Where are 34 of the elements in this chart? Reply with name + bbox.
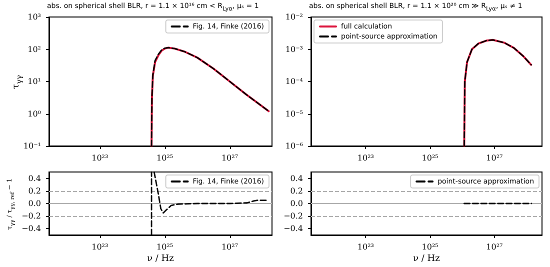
y-tick-label: 10⁰ xyxy=(28,109,41,118)
x-axis-title: ν / Hz xyxy=(146,254,175,265)
y-tick-label: 0.0 xyxy=(28,199,41,208)
y-tick-label: 0.2 xyxy=(290,186,303,196)
x-tick-label: 10²³ xyxy=(357,242,374,252)
y-tick-label: 10³ xyxy=(28,12,41,22)
x-tick-label: 10²⁵ xyxy=(422,154,438,162)
x-tick-label: 10²³ xyxy=(92,242,108,252)
y-tick-label: 10¹ xyxy=(28,77,41,86)
x-tick-label: 10²⁷ xyxy=(221,154,238,162)
y-tick-label: 10² xyxy=(28,44,41,54)
y-tick-label: 10⁻⁵ xyxy=(285,109,303,118)
y-tick-label: 0.2 xyxy=(28,186,41,196)
y-tick-label: 0.4 xyxy=(290,174,303,183)
x-tick-label: 10²⁷ xyxy=(221,242,238,252)
y-tick-label: 0.4 xyxy=(28,174,41,183)
y-tick-label: −0.4 xyxy=(284,224,303,234)
y-tick-label: 0.0 xyxy=(290,199,303,208)
x-tick-label: 10²³ xyxy=(357,154,374,162)
y-tick-label: −0.4 xyxy=(22,224,41,234)
y-tick-label: −0.2 xyxy=(22,212,41,221)
y-tick-label: −0.2 xyxy=(284,212,303,221)
x-tick-label: 10²⁷ xyxy=(486,242,503,252)
y-tick-label: 10⁻⁶ xyxy=(285,142,303,150)
y-tick-label: 10⁻¹ xyxy=(23,142,41,150)
y-tick-label: 10⁻² xyxy=(285,12,303,22)
x-tick-label: 10²⁷ xyxy=(486,154,503,162)
y-tick-label: 10⁻⁴ xyxy=(285,77,303,86)
x-tick-label: 10²⁵ xyxy=(156,154,174,162)
y-tick-label: 10⁻³ xyxy=(285,44,303,54)
x-axis-title: ν / Hz xyxy=(412,254,441,265)
x-tick-label: 10²³ xyxy=(92,154,108,162)
x-tick-label: 10²⁵ xyxy=(156,242,174,252)
x-tick-label: 10²⁵ xyxy=(422,242,438,252)
